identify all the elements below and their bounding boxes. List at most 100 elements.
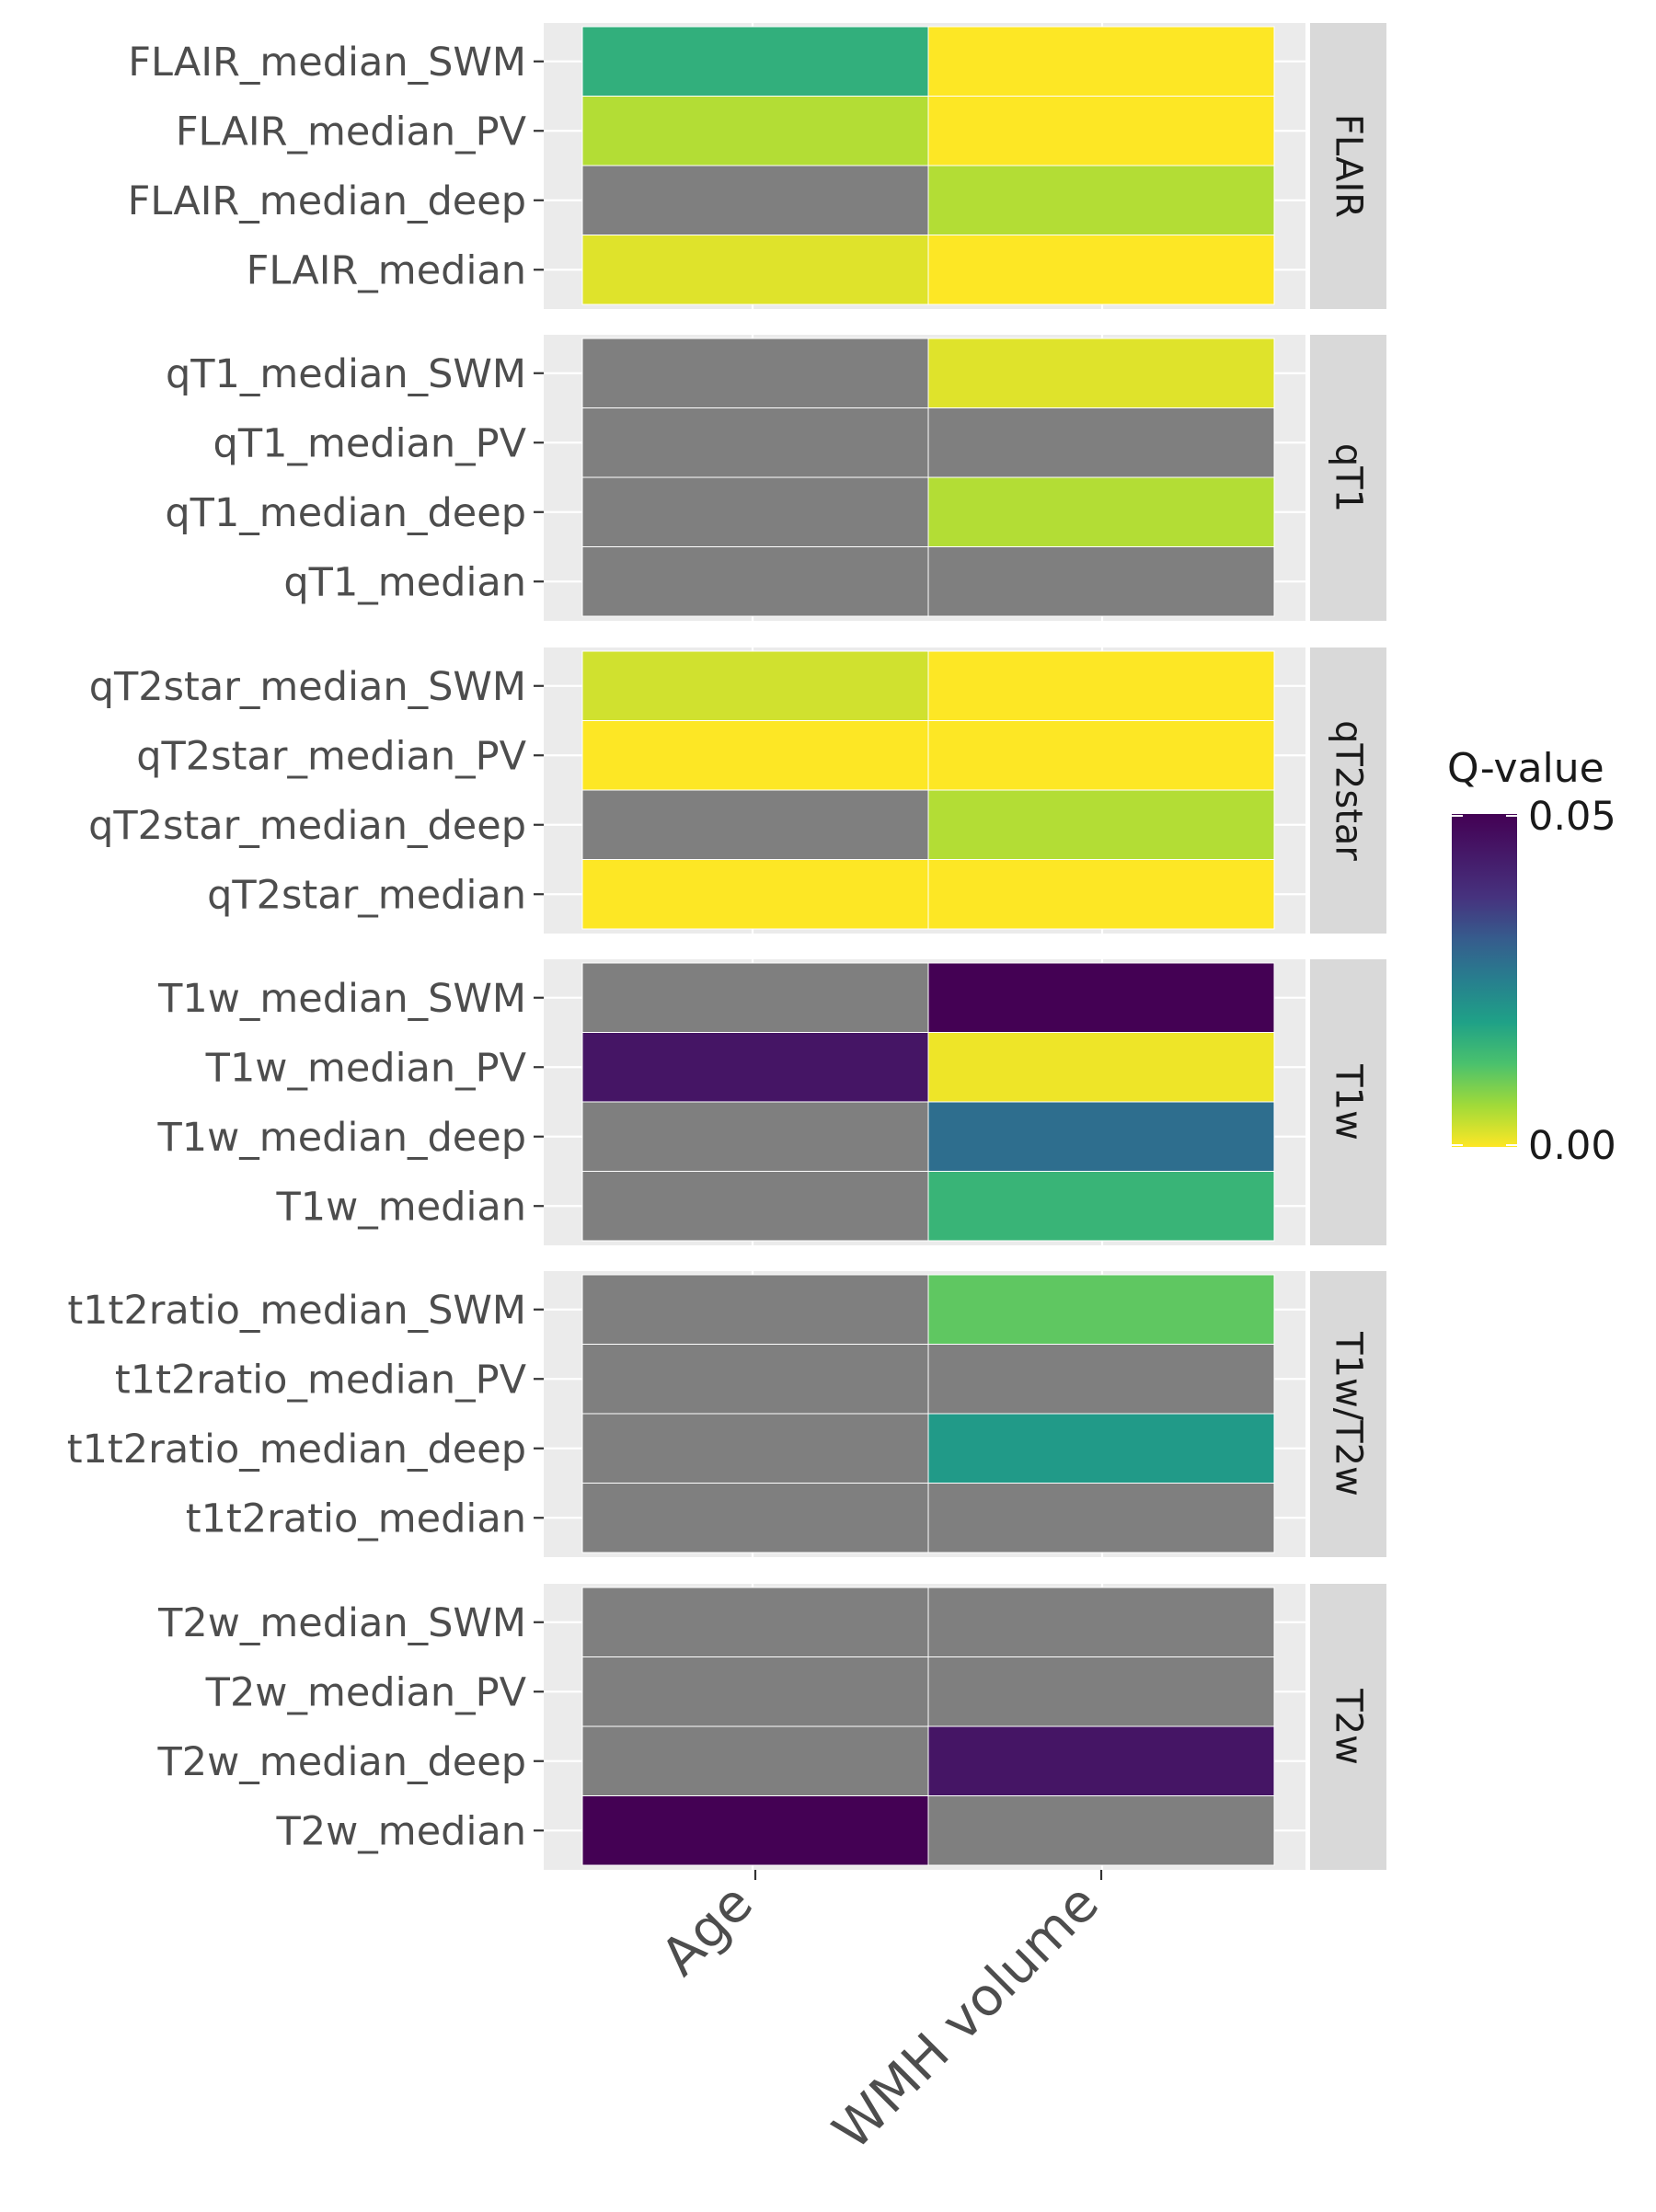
y-tick-label: T2w_median_PV <box>205 1669 527 1715</box>
facet-strip-label: FLAIR <box>1328 114 1370 218</box>
y-tick-label: qT2star_median_SWM <box>89 664 526 710</box>
heatmap-tile-qt2star-median-pv-wmh-volume <box>927 720 1275 791</box>
facet-t2w: T2w_median_SWM T2w_median_PV T2w_median_de… <box>157 1584 1386 1870</box>
heatmap-tile-qt2star-median-deep-age <box>581 789 929 860</box>
y-tick-label: t1t2ratio_median <box>186 1496 526 1542</box>
facet-strip <box>1310 959 1386 1245</box>
facet-t1w: T1w_median_SWM T1w_median_PV T1w_median_de… <box>157 959 1386 1245</box>
facet-strip-label: T2w <box>1328 1688 1370 1765</box>
heatmap-tile-t2w-median-pv-age <box>581 1656 929 1727</box>
heatmap-tile-qt1-median-pv-age <box>581 407 929 478</box>
heatmap-tile-qt2star-median-age <box>581 859 929 930</box>
facet-strip <box>1310 1271 1386 1557</box>
facet-strip-label: qT1 <box>1328 443 1370 512</box>
heatmap-tile-qt1-median-wmh-volume <box>927 546 1275 617</box>
y-tick-label: T2w_median <box>276 1808 526 1854</box>
y-tick-label: FLAIR_median_SWM <box>128 40 526 86</box>
y-tick-label: T1w_median <box>276 1184 526 1230</box>
heatmap-tile-flair-median-pv-wmh-volume <box>927 96 1275 166</box>
y-tick-label: qT1_median_PV <box>213 420 527 466</box>
y-tick-label: t1t2ratio_median_PV <box>115 1357 527 1403</box>
y-tick-label: qT1_median_SWM <box>166 351 526 397</box>
y-tick-label: qT1_median_deep <box>165 490 526 536</box>
y-tick-label: t1t2ratio_median_SWM <box>67 1288 526 1334</box>
facet-flair: FLAIR_median_SWM FLAIR_median_PV FLAIR_med… <box>128 23 1386 309</box>
facet-strip <box>1310 335 1386 621</box>
heatmap-tile-qt1-median-deep-wmh-volume <box>927 476 1275 547</box>
heatmap-tile-t1t2ratio-median-age <box>581 1483 929 1553</box>
legend-title: Q-value <box>1447 745 1604 792</box>
heatmap-tile-flair-median-wmh-volume <box>927 235 1275 305</box>
heatmap-tile-t2w-median-swm-age <box>581 1587 929 1657</box>
facet-t1w-t2w: t1t2ratio_median_SWM t1t2ratio_median_PVt… <box>67 1271 1386 1557</box>
y-tick-label: T1w_median_deep <box>157 1115 526 1161</box>
heatmap-tile-t2w-median-pv-wmh-volume <box>927 1656 1275 1727</box>
heatmap-tile-flair-median-age <box>581 235 929 305</box>
heatmap-tile-qt1-median-deep-age <box>581 476 929 547</box>
heatmap-tile-t1t2ratio-median-deep-wmh-volume <box>927 1413 1275 1484</box>
heatmap-tile-t2w-median-deep-age <box>581 1725 929 1796</box>
x-tick-label-age: Age <box>650 1873 765 1988</box>
y-tick-label: FLAIR_median <box>247 247 526 293</box>
heatmap-tile-flair-median-swm-wmh-volume <box>927 26 1275 97</box>
y-tick-label: FLAIR_median_PV <box>176 109 527 155</box>
y-tick-label: T1w_median_PV <box>205 1045 527 1091</box>
facet-qt2star: qT2star_median_SWM qT2star_median_PV qT2st… <box>88 648 1386 934</box>
heatmap-tile-qt2star-median-swm-wmh-volume <box>927 650 1275 721</box>
heatmap-tile-t1w-median-wmh-volume <box>927 1171 1275 1242</box>
facet-strip-label: qT2star <box>1328 720 1370 861</box>
y-tick-label: T1w_median_SWM <box>157 976 526 1022</box>
heatmap-tile-t1w-median-deep-age <box>581 1101 929 1172</box>
facet-qt1: qT1_median_SWM qT1_median_PV qT1_median_de… <box>165 335 1386 621</box>
heatmap-tile-qt1-median-age <box>581 546 929 617</box>
facet-strip <box>1310 1584 1386 1870</box>
facet-strip-label: T1w/T2w <box>1328 1331 1370 1496</box>
y-tick-label: qT2star_median_deep <box>88 803 526 849</box>
legend-tick-label: 0.00 <box>1528 1123 1616 1169</box>
y-tick-label: qT2star_median_PV <box>136 733 526 779</box>
heatmap-tile-qt2star-median-swm-age <box>581 650 929 721</box>
y-tick-label: qT1_median <box>283 559 526 605</box>
legend-tick-label: 0.05 <box>1528 794 1616 840</box>
facet-strip <box>1310 23 1386 309</box>
heatmap-tile-t2w-median-deep-wmh-volume <box>927 1725 1275 1796</box>
x-axis: Age WMH volume <box>650 1870 1110 2161</box>
heatmap-tile-flair-median-deep-age <box>581 165 929 235</box>
heatmap-tile-t1t2ratio-median-deep-age <box>581 1413 929 1484</box>
heatmap-tile-qt1-median-pv-wmh-volume <box>927 407 1275 478</box>
heatmap-tile-t1t2ratio-median-pv-age <box>581 1344 929 1415</box>
heatmap-tile-qt2star-median-pv-age <box>581 720 929 791</box>
legend-colorbar <box>1452 814 1517 1147</box>
heatmap-tile-flair-median-swm-age <box>581 26 929 97</box>
y-tick-label: T2w_median_deep <box>157 1739 526 1785</box>
y-tick-label: T2w_median_SWM <box>157 1600 526 1646</box>
heatmap-tile-t1w-median-age <box>581 1171 929 1242</box>
heatmap-tile-t1w-median-swm-wmh-volume <box>927 962 1275 1033</box>
heatmap-tile-t1w-median-pv-wmh-volume <box>927 1032 1275 1103</box>
y-tick-label: t1t2ratio_median_deep <box>67 1427 526 1473</box>
heatmap-tile-t2w-median-age <box>581 1795 929 1866</box>
heatmap-tile-t1w-median-pv-age <box>581 1032 929 1103</box>
heatmap-tile-t1w-median-deep-wmh-volume <box>927 1101 1275 1172</box>
heatmap-tile-qt2star-median-wmh-volume <box>927 859 1275 930</box>
heatmap-tile-qt2star-median-deep-wmh-volume <box>927 789 1275 860</box>
y-tick-label: FLAIR_median_deep <box>128 178 526 224</box>
x-tick-label-wmh-volume: WMH volume <box>822 1873 1110 2161</box>
facet-strip <box>1310 648 1386 934</box>
heatmap-tile-t2w-median-wmh-volume <box>927 1795 1275 1866</box>
heatmap-tile-t1t2ratio-median-swm-age <box>581 1274 929 1345</box>
heatmap-tile-t2w-median-swm-wmh-volume <box>927 1587 1275 1657</box>
heatmap-tile-flair-median-deep-wmh-volume <box>927 165 1275 235</box>
heatmap-tile-qt1-median-swm-age <box>581 338 929 408</box>
heatmap-tile-t1t2ratio-median-swm-wmh-volume <box>927 1274 1275 1345</box>
heatmap-tile-t1w-median-swm-age <box>581 962 929 1033</box>
facet-strip-label: T1w <box>1328 1063 1370 1140</box>
heatmap-tile-qt1-median-swm-wmh-volume <box>927 338 1275 408</box>
heatmap-tile-t1t2ratio-median-wmh-volume <box>927 1483 1275 1553</box>
y-tick-label: qT2star_median <box>207 872 526 918</box>
heatmap-tile-flair-median-pv-age <box>581 96 929 166</box>
facet-panels-layer: FLAIR_median_SWM FLAIR_median_PV FLAIR_med… <box>67 23 1386 2161</box>
